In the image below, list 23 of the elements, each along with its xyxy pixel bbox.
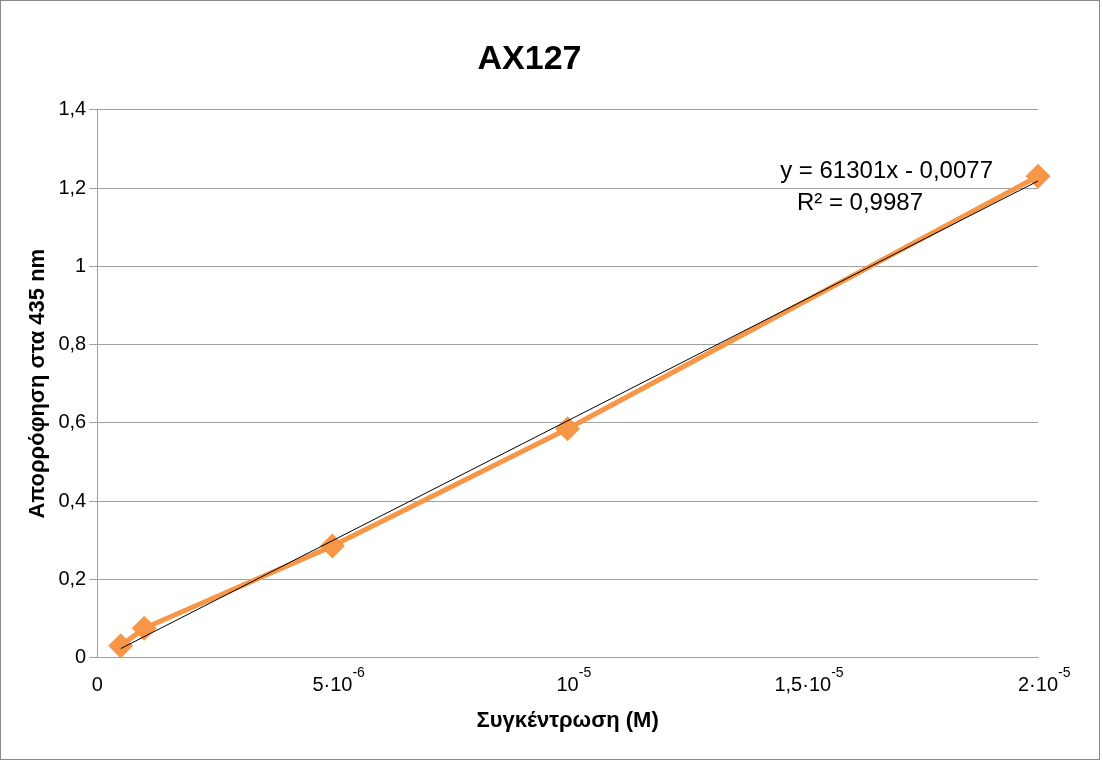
y-axis-title: Απορρόφηση στα 435 nm xyxy=(24,248,50,519)
x-tick-label: 1,5·10$^{-5}$ xyxy=(774,663,844,696)
y-tick-label: 0,4 xyxy=(58,488,87,511)
y-tick-label: 1,2 xyxy=(58,175,87,198)
y-tick-label: 1,4 xyxy=(58,97,87,120)
y-tick-label: 0,8 xyxy=(58,332,87,355)
y-tick-label: 0,6 xyxy=(58,410,87,433)
y-tick-label: 1 xyxy=(75,253,87,276)
point xyxy=(109,634,133,658)
annotation: R² = 0,9987 xyxy=(796,188,923,216)
y-tick-label: 0 xyxy=(75,645,87,668)
point xyxy=(1026,164,1050,188)
x-tick-label: 0 xyxy=(91,671,103,696)
point xyxy=(132,616,156,640)
x-tick-label: 2·10$^{-5}$ xyxy=(1017,663,1071,696)
x-tick-label: 5·10$^{-6}$ xyxy=(312,663,365,696)
point xyxy=(556,417,580,441)
y-tick-label: 0,2 xyxy=(58,566,87,589)
point xyxy=(320,534,344,558)
chart-title: AX127 xyxy=(477,37,582,76)
x-tick-label: 10$^{-5}$ xyxy=(556,663,592,696)
annotation: y = 61301x - 0,0077 xyxy=(780,156,993,184)
x-axis-title: Συγκέντρωση (M) xyxy=(476,706,659,732)
